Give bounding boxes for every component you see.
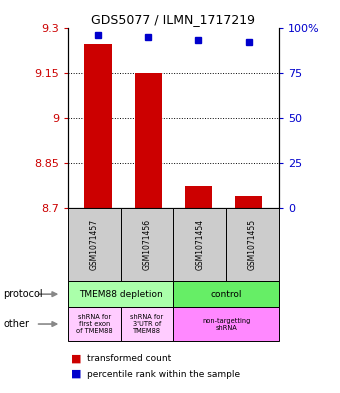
Bar xyxy=(235,196,262,208)
Text: ■: ■ xyxy=(71,353,82,364)
Text: transformed count: transformed count xyxy=(87,354,171,363)
Text: GSM1071457: GSM1071457 xyxy=(90,219,99,270)
Text: shRNA for
first exon
of TMEM88: shRNA for first exon of TMEM88 xyxy=(76,314,113,334)
Title: GDS5077 / ILMN_1717219: GDS5077 / ILMN_1717219 xyxy=(91,13,255,26)
Text: GSM1071455: GSM1071455 xyxy=(248,219,257,270)
Bar xyxy=(135,73,162,208)
Text: GSM1071456: GSM1071456 xyxy=(142,219,152,270)
Text: ■: ■ xyxy=(71,369,82,379)
Bar xyxy=(185,185,212,208)
Text: control: control xyxy=(210,290,242,299)
Text: TMEM88 depletion: TMEM88 depletion xyxy=(79,290,163,299)
Text: protocol: protocol xyxy=(3,289,43,299)
Bar xyxy=(84,44,112,208)
Text: shRNA for
3'UTR of
TMEM88: shRNA for 3'UTR of TMEM88 xyxy=(131,314,164,334)
Text: GSM1071454: GSM1071454 xyxy=(195,219,204,270)
Text: non-targetting
shRNA: non-targetting shRNA xyxy=(202,318,250,331)
Text: other: other xyxy=(3,319,29,329)
Text: percentile rank within the sample: percentile rank within the sample xyxy=(87,370,240,378)
